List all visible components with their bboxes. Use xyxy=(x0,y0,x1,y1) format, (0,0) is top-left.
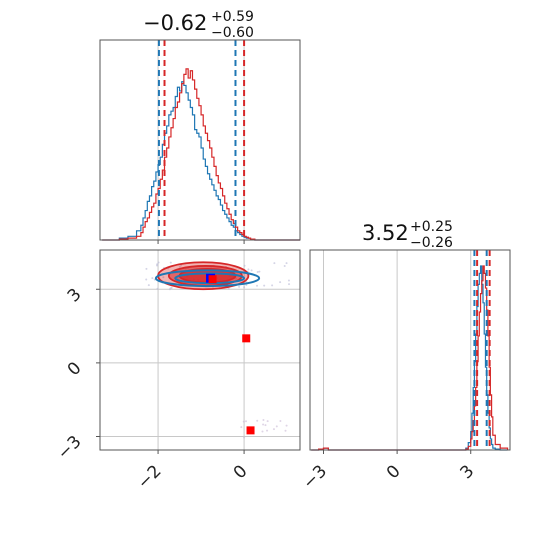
hist2-xtick-label-0: −3 xyxy=(299,461,331,493)
joint-sample-point xyxy=(156,287,159,290)
joint-sample-point xyxy=(168,288,171,291)
hist2-blue-series xyxy=(311,265,508,451)
joint-inner xyxy=(145,261,291,439)
panel-joint-2d: −2 0 −3 0 3 xyxy=(54,249,301,493)
title-param1: −0.62 +0.59 −0.60 xyxy=(143,9,254,41)
joint-sample-point xyxy=(243,436,246,439)
joint-sample-point xyxy=(227,287,230,290)
hist2-xtick-label-2: 3 xyxy=(456,461,478,483)
joint-sample-point xyxy=(151,277,154,280)
joint-sample-point xyxy=(242,420,245,423)
joint-marker-2 xyxy=(242,334,251,343)
hist1-frame xyxy=(99,39,301,241)
joint-sample-point xyxy=(262,418,265,421)
joint-ytick-label-0: −3 xyxy=(54,432,86,464)
joint-sample-point xyxy=(279,419,282,422)
joint-sample-point xyxy=(284,429,287,432)
joint-sample-point xyxy=(247,268,250,271)
panel-hist-param1 xyxy=(99,39,301,244)
joint-sample-point xyxy=(258,270,261,273)
joint-sample-point xyxy=(266,429,269,432)
panel-hist-param2: −3 0 3 xyxy=(299,249,511,493)
joint-sample-point xyxy=(178,265,181,268)
joint-sample-point xyxy=(145,267,148,270)
title-param1-lower: −0.60 xyxy=(211,25,254,41)
joint-sample-point xyxy=(243,264,246,267)
joint-sample-point xyxy=(157,261,160,264)
joint-sample-point xyxy=(261,430,264,433)
hist1-red-series xyxy=(102,68,300,241)
hist2-xtick-label-1: 0 xyxy=(383,461,405,483)
joint-sample-point xyxy=(238,285,241,288)
title-param2: 3.52 +0.25 −0.26 xyxy=(362,219,453,251)
joint-sample-point xyxy=(256,419,259,422)
joint-ytick-label-1: 0 xyxy=(64,358,86,380)
joint-ytick-label-2: 3 xyxy=(64,285,86,307)
joint-sample-point xyxy=(285,262,288,265)
joint-sample-point xyxy=(240,426,243,429)
joint-marker-3 xyxy=(246,426,255,435)
joint-marker-1 xyxy=(208,275,217,284)
joint-sample-point xyxy=(275,425,278,428)
joint-sample-point xyxy=(262,423,265,426)
title-param1-median: −0.62 xyxy=(143,11,207,35)
joint-sample-point xyxy=(266,420,269,423)
title-param2-upper: +0.25 xyxy=(410,219,453,235)
joint-sample-point xyxy=(273,262,276,265)
joint-sample-point xyxy=(243,286,246,289)
joint-sample-point xyxy=(272,428,275,431)
joint-sample-point xyxy=(244,420,247,423)
joint-frame xyxy=(99,249,301,451)
joint-sample-point xyxy=(147,284,150,287)
title-param1-upper: +0.59 xyxy=(211,9,254,25)
title-param2-median: 3.52 xyxy=(362,221,409,245)
joint-sample-point xyxy=(250,269,253,272)
joint-sample-point xyxy=(162,276,165,279)
hist2-red-series xyxy=(311,265,509,451)
joint-sample-point xyxy=(271,284,274,287)
joint-sample-point xyxy=(283,265,286,268)
joint-sample-point xyxy=(169,261,172,264)
joint-xtick-label-1: 0 xyxy=(230,461,252,483)
joint-sample-point xyxy=(285,424,288,427)
joint-sample-point xyxy=(288,283,291,286)
joint-sample-point xyxy=(156,263,159,266)
joint-sample-point xyxy=(145,278,148,281)
joint-sample-point xyxy=(256,270,259,273)
joint-sample-point xyxy=(287,279,290,282)
joint-sample-point xyxy=(256,284,259,287)
joint-sample-point xyxy=(279,281,282,284)
joint-sample-point xyxy=(264,424,267,427)
title-param2-lower: −0.26 xyxy=(410,235,453,251)
hist2-frame xyxy=(309,249,511,451)
joint-xtick-label-0: −2 xyxy=(134,461,166,493)
joint-sample-point xyxy=(263,284,266,287)
joint-contour-blue-0 xyxy=(154,269,261,288)
